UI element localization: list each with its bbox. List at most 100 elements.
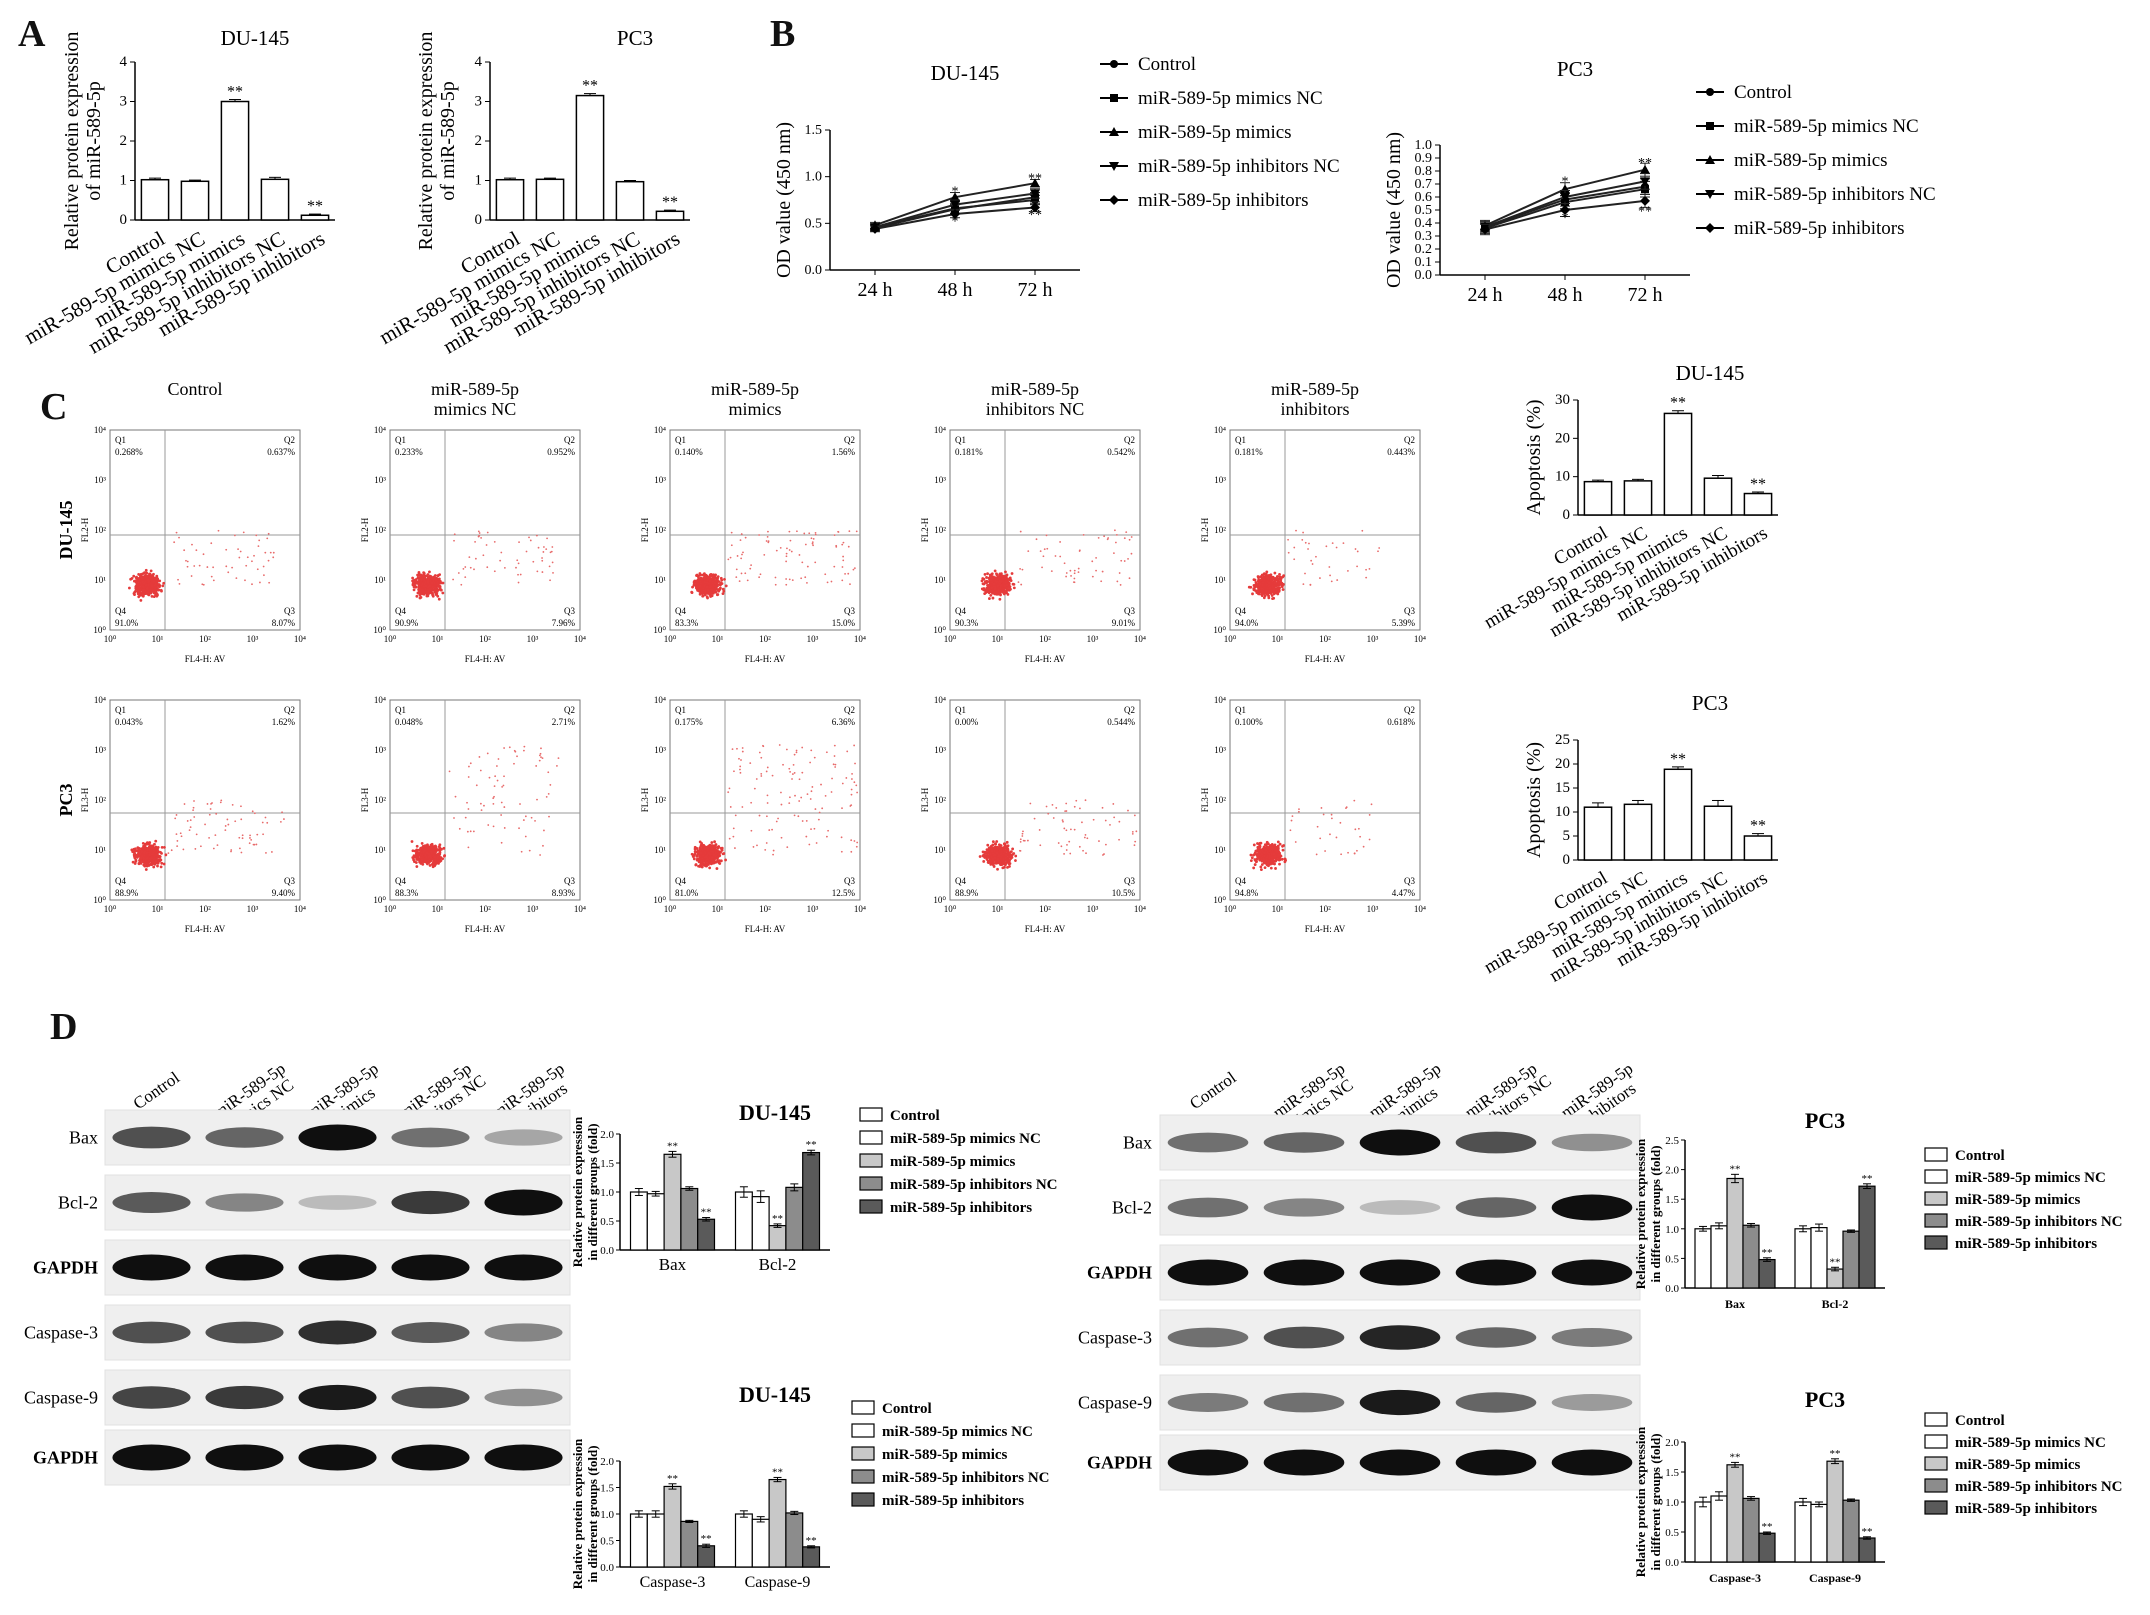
event-dot (434, 858, 437, 862)
chart-title: PC3 (1557, 57, 1593, 81)
event-dot (251, 560, 253, 563)
event-dot (182, 848, 185, 851)
event-dot (1304, 541, 1307, 544)
event-dot (474, 557, 477, 560)
quadrant-name: Q4 (675, 876, 686, 886)
data-point (1030, 178, 1040, 188)
event-dot (1249, 585, 1253, 589)
event-dot (1083, 836, 1086, 839)
event-dot (206, 803, 209, 805)
quadrant-name: Q4 (395, 876, 406, 886)
event-dot (706, 578, 710, 582)
event-dot (812, 538, 815, 540)
event-dot (152, 849, 156, 853)
event-dot (1005, 860, 1009, 864)
event-dot (494, 775, 497, 778)
event-dot (1073, 577, 1076, 580)
x-tick-label: 72 h (1018, 279, 1053, 301)
bar (655, 210, 685, 221)
event-dot (707, 581, 711, 585)
event-dot (1078, 550, 1081, 552)
event-dot (155, 846, 159, 850)
event-dot (421, 588, 424, 591)
event-dot (774, 583, 777, 586)
event-dot (1101, 806, 1104, 809)
event-dot (428, 570, 431, 574)
event-dot (272, 556, 275, 559)
event-dot (263, 574, 265, 577)
event-dot (1021, 832, 1024, 835)
event-dot (214, 834, 217, 837)
event-dot (804, 543, 807, 546)
event-dot (1091, 560, 1094, 563)
significance-label: ** (227, 84, 243, 101)
event-dot (995, 840, 999, 843)
y-tick-label: 1 (475, 173, 483, 189)
y-axis-label: FL2-H (920, 517, 930, 542)
y-tick-label: 1 (120, 173, 128, 189)
event-dot (796, 530, 798, 533)
event-dot (143, 571, 146, 575)
event-dot (133, 593, 136, 597)
x-tick-label: 10⁴ (294, 634, 306, 644)
quadrant-name: Q4 (675, 606, 686, 616)
event-dot (785, 748, 788, 751)
event-dot (139, 572, 143, 576)
event-dot (1280, 585, 1284, 589)
event-dot (1264, 573, 1268, 577)
quadrant-value: 9.40% (272, 888, 296, 898)
event-dot (145, 571, 149, 575)
y-tick-label: 10¹ (1214, 575, 1226, 585)
event-dot (724, 584, 728, 588)
event-dot (856, 791, 859, 794)
quadrant-name: Q3 (844, 606, 855, 616)
quadrant-name: Q2 (284, 705, 295, 715)
event-dot (833, 565, 836, 568)
event-dot (1004, 845, 1008, 849)
event-dot (1008, 855, 1012, 858)
event-dot (1105, 843, 1107, 846)
event-dot (711, 850, 715, 854)
event-dot (820, 783, 822, 786)
event-dot (1052, 817, 1055, 819)
event-dot (134, 587, 138, 591)
event-dot (1066, 843, 1068, 846)
event-dot (150, 584, 154, 588)
event-dot (785, 578, 788, 580)
event-dot (535, 534, 538, 537)
y-tick-label: 0.3 (1415, 229, 1433, 244)
event-dot (1293, 558, 1296, 561)
event-dot (695, 579, 699, 583)
event-dot (281, 811, 283, 814)
event-dot (453, 533, 456, 536)
event-dot (772, 853, 774, 856)
event-dot (417, 586, 421, 589)
event-dot (999, 584, 1003, 588)
event-dot (778, 744, 781, 746)
event-dot (1265, 570, 1269, 574)
event-dot (145, 587, 149, 591)
event-dot (801, 561, 804, 564)
event-dot (183, 549, 186, 552)
event-dot (412, 585, 416, 589)
event-dot (464, 566, 467, 568)
event-dot (144, 868, 148, 871)
event-dot (766, 802, 769, 804)
event-dot (428, 854, 432, 858)
event-dot (133, 847, 137, 851)
event-dot (411, 581, 415, 585)
event-dot (695, 573, 699, 577)
legend-label: miR-589-5p inhibitors (1138, 190, 1308, 211)
event-dot (788, 767, 791, 770)
event-dot (261, 821, 264, 824)
event-dot (994, 842, 997, 846)
event-dot (1276, 575, 1280, 579)
event-dot (520, 850, 523, 853)
event-dot (159, 865, 163, 869)
event-dot (1082, 849, 1084, 852)
significance-label: * (952, 214, 959, 229)
event-dot (753, 787, 756, 790)
y-axis-label: FL3-H (80, 787, 90, 812)
event-dot (798, 554, 801, 556)
event-dot (151, 860, 154, 864)
